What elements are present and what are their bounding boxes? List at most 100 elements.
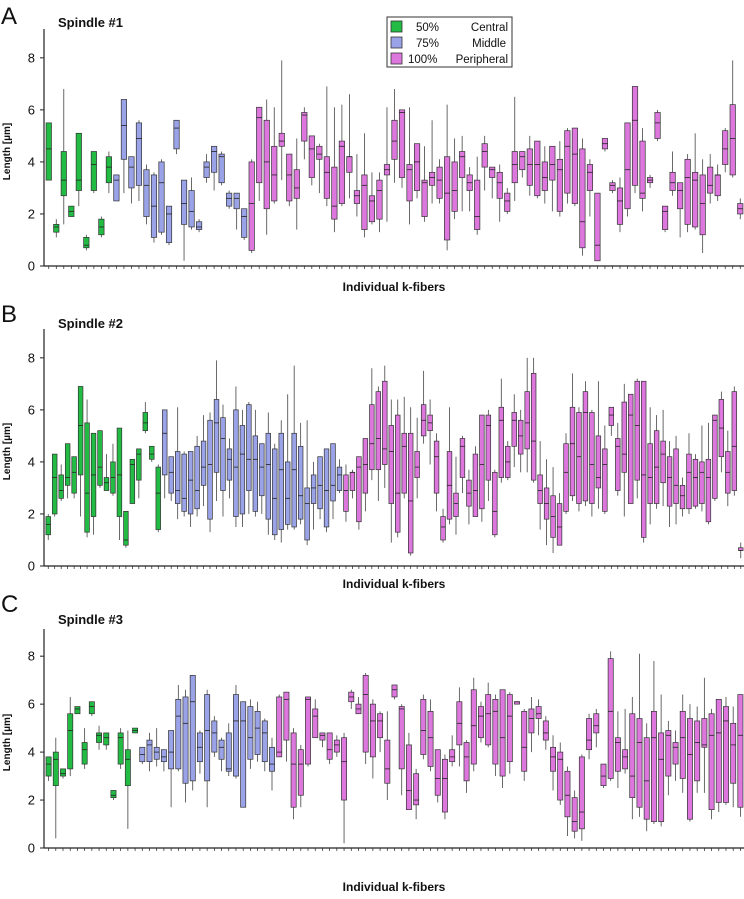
box	[120, 99, 127, 160]
box-middle	[330, 443, 336, 520]
box	[155, 466, 161, 530]
box	[408, 432, 414, 554]
box	[158, 161, 165, 233]
legend-swatch-middle	[390, 36, 403, 49]
box-middle	[207, 412, 213, 533]
box-middle	[317, 456, 323, 520]
box	[305, 696, 311, 765]
box-peripheral	[672, 730, 679, 781]
box	[692, 458, 699, 507]
box	[362, 438, 369, 494]
box-peripheral	[669, 151, 676, 196]
box	[67, 713, 74, 770]
box	[730, 722, 737, 784]
box-peripheral	[505, 441, 511, 481]
box	[654, 112, 661, 139]
box-central	[117, 728, 124, 769]
box	[549, 145, 556, 181]
box-middle	[252, 409, 259, 517]
box	[226, 448, 233, 481]
box	[241, 208, 248, 238]
box-middle	[113, 174, 120, 202]
box-middle	[196, 219, 203, 233]
box	[213, 399, 220, 473]
box	[433, 440, 440, 494]
box-middle	[128, 156, 135, 204]
box	[398, 109, 406, 178]
box	[672, 742, 679, 765]
box	[304, 487, 310, 541]
box-central	[45, 122, 52, 181]
box-peripheral	[278, 60, 285, 181]
box-peripheral	[737, 694, 744, 817]
box	[204, 694, 211, 782]
box	[240, 701, 247, 808]
box	[666, 456, 673, 507]
box	[608, 406, 614, 426]
box-peripheral	[248, 159, 255, 253]
box	[265, 432, 271, 520]
box-peripheral	[569, 373, 576, 501]
box	[524, 391, 530, 450]
box-central	[155, 464, 161, 533]
box	[542, 720, 549, 741]
box	[556, 158, 563, 212]
box	[451, 161, 458, 212]
box-peripheral	[643, 723, 650, 832]
y-tick-label: 8	[28, 649, 35, 664]
box-peripheral	[699, 425, 705, 512]
box-middle	[135, 120, 143, 201]
box	[530, 373, 537, 481]
box	[77, 386, 84, 476]
box-middle	[261, 718, 268, 772]
box	[247, 706, 254, 760]
box-central	[53, 219, 60, 238]
legend-frame	[386, 16, 513, 68]
x-axis-label: Individual k-fibers	[343, 577, 446, 591]
box-peripheral	[420, 370, 427, 444]
box-peripheral	[556, 141, 563, 217]
box-peripheral	[256, 106, 263, 201]
box	[489, 166, 496, 178]
box-peripheral	[550, 467, 556, 553]
box-peripheral	[615, 422, 621, 496]
box	[377, 713, 384, 739]
box	[269, 746, 275, 772]
box	[256, 106, 263, 184]
box-peripheral	[628, 393, 634, 504]
box	[128, 156, 135, 189]
box-peripheral	[451, 138, 458, 220]
box-peripheral	[511, 96, 518, 201]
box	[679, 484, 686, 510]
box-central	[124, 730, 131, 829]
box-central	[116, 427, 123, 540]
box-peripheral	[323, 86, 330, 207]
box	[463, 742, 470, 782]
box-middle	[278, 420, 284, 543]
box	[180, 179, 188, 225]
box-peripheral	[679, 694, 686, 793]
box-peripheral	[607, 651, 614, 781]
box-peripheral	[401, 396, 407, 499]
box-peripheral	[576, 407, 582, 512]
box	[308, 135, 315, 178]
box-peripheral	[692, 133, 699, 230]
box	[701, 718, 708, 748]
box-peripheral	[478, 701, 484, 743]
box-peripheral	[571, 790, 578, 839]
box-peripheral	[616, 177, 624, 233]
box-peripheral	[593, 708, 600, 748]
box-middle	[181, 451, 187, 517]
box-peripheral	[499, 689, 506, 789]
box-peripheral	[686, 433, 692, 514]
box-middle	[220, 404, 226, 517]
box	[602, 448, 608, 512]
box	[406, 164, 413, 202]
box-middle	[188, 177, 195, 230]
box-peripheral	[441, 754, 448, 820]
box	[60, 768, 66, 777]
box-peripheral	[297, 744, 304, 808]
box-peripheral	[634, 378, 640, 499]
box	[103, 732, 110, 746]
box	[715, 698, 722, 803]
